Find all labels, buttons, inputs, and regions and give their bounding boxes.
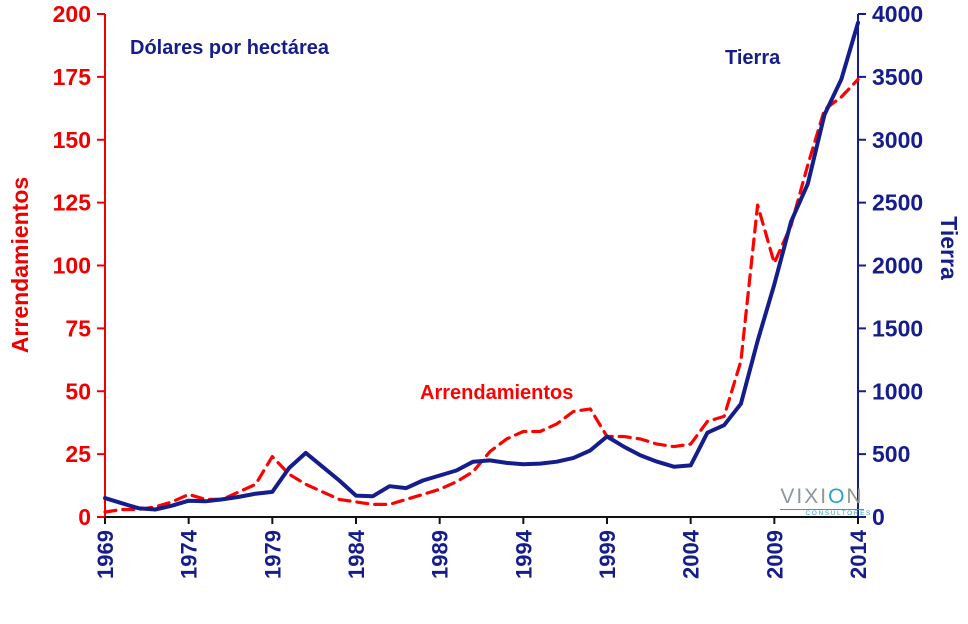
vixion-logo-word: VIXION [780,485,864,510]
right-axis-tick-label: 1000 [872,378,923,404]
series-label-tierra: Tierra [725,47,781,69]
x-axis-tick-label: 1979 [260,530,285,579]
left-axis-tick-label: 175 [53,64,92,90]
right-axis-tick-label: 3000 [872,127,923,153]
left-axis-title: Arrendamientos [7,177,33,353]
right-axis-tick-label: 0 [872,504,885,530]
series-line-tierra [103,20,860,512]
vixion-logo-o: O [828,485,847,508]
left-axis-tick-label: 25 [65,441,91,467]
right-axis-tick-label: 1500 [872,315,923,341]
right-axis-title: Tierra [936,216,962,280]
right-axis-tick-label: 2500 [872,190,923,216]
x-axis-tick-label: 1974 [177,529,202,579]
vixion-logo-part3: N [846,485,864,508]
right-axis-tick-label: 3500 [872,64,923,90]
right-axis-tick-label: 2000 [872,253,923,279]
x-axis-tick-label: 1989 [428,530,453,579]
vixion-logo: VIXION CONSULTORES [770,486,874,518]
left-axis-tick-label: 75 [65,315,91,341]
x-axis-tick-label: 2014 [846,529,871,579]
left-axis-tick-label: 150 [53,127,91,153]
series-line-arrendamientos [103,77,860,514]
x-axis-tick-label: 2009 [762,530,787,579]
right-axis-tick-label: 4000 [872,1,923,27]
left-axis-tick-label: 125 [53,190,92,216]
x-axis-tick-label: 1999 [595,530,620,579]
x-axis-tick-label: 1994 [511,529,536,579]
vixion-logo-subtext: CONSULTORES [805,510,872,517]
left-axis-tick-label: 200 [53,1,91,27]
chart-inner-title: Dólares por hectárea [130,37,330,59]
x-axis-tick-label: 1984 [344,529,369,579]
left-axis-tick-label: 100 [53,253,91,279]
left-axis-tick-label: 0 [78,504,91,530]
series-label-arrendamientos: Arrendamientos [420,382,573,404]
x-axis-tick-label: 1969 [93,530,118,579]
right-axis-tick-label: 500 [872,441,910,467]
left-axis-tick-label: 50 [65,378,91,404]
vixion-logo-part1: VIXI [780,485,829,508]
x-axis-tick-label: 2004 [679,529,704,579]
